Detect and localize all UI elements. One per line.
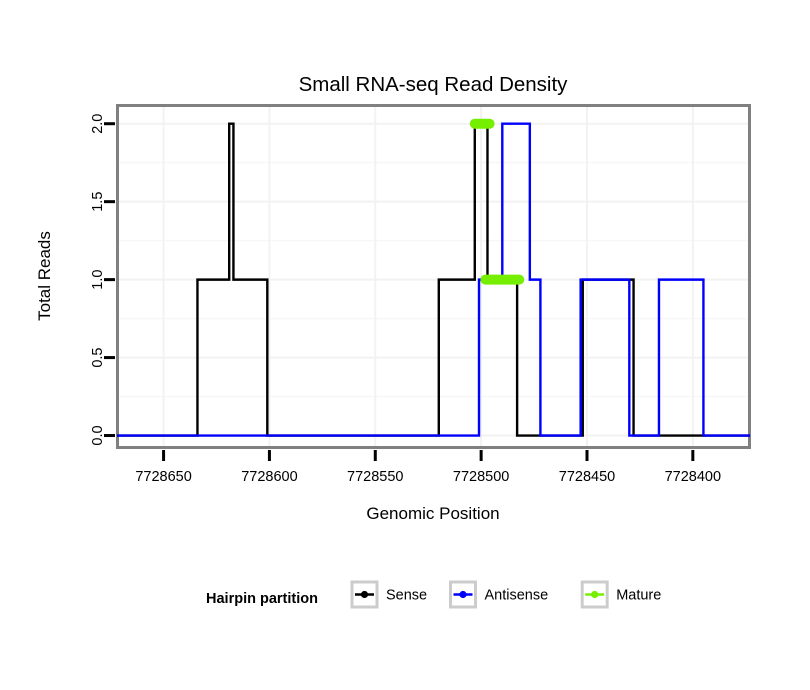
legend-item-label: Mature xyxy=(616,588,661,604)
y-tick-label: 1.5 xyxy=(90,192,106,212)
x-axis-ticks: 7728650 7728600 7728550 7728500 7728450 77284… xyxy=(135,450,721,485)
legend-item-label: Antisense xyxy=(485,588,549,604)
legend-key-point xyxy=(360,590,369,599)
chart-title: Small RNA-seq Read Density xyxy=(299,73,569,96)
plot-panel-border xyxy=(116,104,751,449)
series-antisense xyxy=(117,122,750,437)
legend-item-sense[interactable]: Sense xyxy=(350,580,427,609)
grid-lines xyxy=(117,105,750,448)
x-tick-label: 7728550 xyxy=(347,469,403,485)
data-series-layer xyxy=(117,118,750,437)
legend-item-antisense[interactable]: Antisense xyxy=(449,580,549,609)
x-tick-label: 7728450 xyxy=(559,469,615,485)
y-axis-label: Total Reads xyxy=(35,231,54,321)
legend-key-point xyxy=(459,590,467,599)
x-tick-label: 7728400 xyxy=(665,469,721,485)
legend-item-mature[interactable]: Mature xyxy=(580,580,661,609)
y-tick-label: 0.0 xyxy=(90,425,106,445)
series-mature xyxy=(469,118,525,285)
x-tick-label: 7728650 xyxy=(135,469,191,485)
y-axis-ticks: 0.0 0.5 1.0 1.5 2.0 xyxy=(90,114,115,446)
legend-key-point xyxy=(591,590,599,599)
legend-title: Hairpin partition xyxy=(206,591,318,607)
x-tick-label: 7728600 xyxy=(241,469,297,485)
series-sense xyxy=(117,122,750,437)
legend-entries[interactable]: Sense Antisense Mature xyxy=(350,580,661,609)
series-line-antisense xyxy=(117,122,750,437)
y-tick-label: 2.0 xyxy=(90,114,106,134)
y-tick-label: 1.0 xyxy=(90,270,106,290)
x-tick-label: 7728500 xyxy=(453,469,509,485)
y-tick-label: 0.5 xyxy=(90,347,106,367)
legend-item-label: Sense xyxy=(386,588,427,604)
series-line-sense xyxy=(117,122,750,437)
x-axis-label: Genomic Position xyxy=(366,504,499,523)
legend[interactable]: Hairpin partition Sense Antisense Mature xyxy=(206,580,661,609)
